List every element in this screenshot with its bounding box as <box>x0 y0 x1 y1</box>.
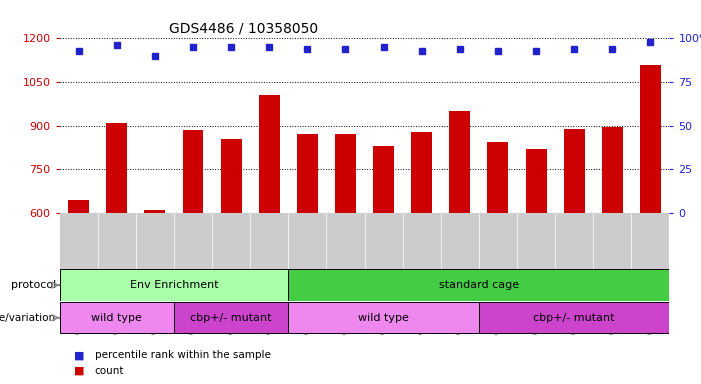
Bar <box>601 127 622 213</box>
Text: percentile rank within the sample: percentile rank within the sample <box>95 350 271 360</box>
Bar <box>259 95 280 213</box>
Bar <box>288 302 479 333</box>
Bar <box>411 132 433 213</box>
Text: ■: ■ <box>74 366 84 376</box>
Text: wild type: wild type <box>91 313 142 323</box>
Bar <box>479 302 669 333</box>
Text: cbp+/- mutant: cbp+/- mutant <box>191 313 272 323</box>
Bar <box>335 134 356 213</box>
Bar <box>182 130 203 213</box>
Text: genotype/variation: genotype/variation <box>0 313 56 323</box>
Bar <box>449 111 470 213</box>
Bar <box>68 200 89 213</box>
Bar <box>526 149 547 213</box>
Bar <box>487 142 508 213</box>
Text: protocol: protocol <box>11 280 56 290</box>
Text: ■: ■ <box>74 350 84 360</box>
Text: count: count <box>95 366 124 376</box>
Bar <box>373 146 394 213</box>
Bar <box>640 65 661 213</box>
Bar <box>107 123 128 213</box>
Bar <box>221 139 242 213</box>
Text: standard cage: standard cage <box>439 280 519 290</box>
Text: Env Enrichment: Env Enrichment <box>130 280 218 290</box>
Bar <box>297 134 318 213</box>
Text: cbp+/- mutant: cbp+/- mutant <box>533 313 615 323</box>
Text: GDS4486 / 10358050: GDS4486 / 10358050 <box>170 22 318 36</box>
Bar <box>174 302 288 333</box>
Bar <box>60 270 288 301</box>
Text: wild type: wild type <box>358 313 409 323</box>
Bar <box>60 302 174 333</box>
Bar <box>288 270 669 301</box>
Bar <box>144 210 165 213</box>
Bar <box>564 129 585 213</box>
